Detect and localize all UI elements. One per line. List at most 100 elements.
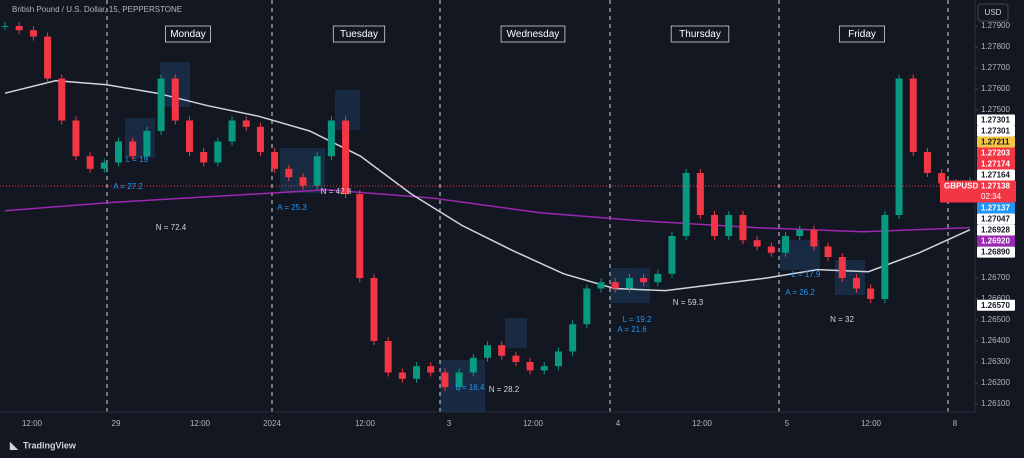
candle [682, 173, 690, 236]
candle [285, 168, 293, 178]
annotation: N = 42.8 [321, 187, 352, 196]
candle [29, 30, 37, 37]
annotation: L = 19.2 [623, 315, 652, 324]
candle [512, 355, 520, 362]
annotation: L = 17.9 [792, 270, 821, 279]
candle [895, 78, 903, 215]
price-badge [977, 246, 1015, 258]
candle [129, 141, 137, 157]
day-label: Tuesday [340, 29, 378, 40]
candle [753, 240, 761, 247]
candle [242, 120, 250, 127]
day-label-box [839, 25, 886, 43]
price-badge-label: 1.27137 [981, 204, 1010, 213]
price-badge-label: 1.26570 [981, 301, 1010, 310]
box [505, 318, 527, 348]
day-label-box [670, 25, 730, 43]
logo-icon: ◣ [9, 441, 19, 452]
candle [881, 215, 889, 299]
candle [342, 120, 350, 194]
day-label: Thursday [679, 29, 721, 40]
price-tick-label: 1.26100 [981, 399, 1010, 408]
candle [498, 345, 506, 356]
candle [554, 351, 562, 367]
price-badge [977, 213, 1015, 225]
price-tick-label: 1.27900 [981, 21, 1010, 30]
time-tick-label: 12:00 [692, 419, 713, 428]
candle [540, 366, 548, 371]
candle [938, 173, 946, 184]
ma-slow-line [4, 79, 971, 292]
price-tick-label: 1.26300 [981, 357, 1010, 366]
footer-logo[interactable]: TradingView [23, 440, 77, 450]
candle [739, 215, 747, 241]
price-tick-label: 1.27800 [981, 42, 1010, 51]
candle [115, 141, 123, 163]
candle [583, 288, 591, 325]
price-badge [977, 158, 1015, 170]
price-tick-label: 1.26200 [981, 378, 1010, 387]
price-badge-label: 1.27301 [981, 127, 1010, 136]
candle [767, 246, 775, 253]
price-badge [977, 147, 1015, 159]
time-tick-label: 29 [112, 419, 121, 428]
annotation: L = 16.4 [456, 383, 485, 392]
candle [455, 372, 463, 388]
symbol-title: British Pound / U.S. Dollar, 15, PEPPERS… [12, 5, 182, 14]
candle [185, 120, 193, 152]
currency-button[interactable] [977, 3, 1009, 22]
annotation: A = 21.6 [617, 325, 647, 334]
candle [200, 152, 208, 163]
time-tick-label: 12:00 [523, 419, 544, 428]
candle [299, 177, 307, 186]
day-label-box [332, 25, 386, 43]
price-badge [977, 114, 1015, 126]
time-tick-label: 12:00 [355, 419, 376, 428]
time-tick-label: 12:00 [190, 419, 211, 428]
price-badge [977, 299, 1015, 311]
candle [796, 229, 804, 236]
time-tick-label: 12:00 [22, 419, 43, 428]
annotation: A = 27.2 [113, 182, 143, 191]
price-badge [977, 169, 1015, 181]
candle [867, 288, 875, 299]
time-tick-label: 12:00 [861, 419, 882, 428]
annotation: N = 72.4 [156, 223, 187, 232]
time-tick-label: 5 [785, 419, 790, 428]
price-tick-label: 1.26600 [981, 294, 1010, 303]
price-badge [977, 125, 1015, 137]
candle [441, 372, 449, 388]
candle [597, 282, 605, 289]
candle [384, 341, 392, 373]
price-badge-label: 1.27047 [981, 215, 1010, 224]
candle [413, 366, 421, 379]
candle [526, 362, 534, 371]
candle [72, 120, 80, 157]
annotation: N = 32 [830, 315, 854, 324]
current-badge [940, 180, 1016, 203]
price-badge-label: 1.27164 [981, 171, 1010, 180]
candle [810, 229, 818, 247]
time-tick-label: 4 [616, 419, 621, 428]
candle [469, 357, 477, 373]
candle [852, 278, 860, 289]
price-badge-label: 1.26928 [981, 226, 1010, 235]
candle [143, 131, 151, 157]
annotation: A = 25.3 [277, 203, 307, 212]
candle [271, 152, 279, 169]
day-label-box [500, 25, 566, 43]
price-badge [977, 224, 1015, 236]
candle [427, 366, 435, 373]
current-symbol: GBPUSD [944, 182, 978, 191]
candle [668, 236, 676, 274]
candle [356, 194, 364, 278]
price-tick-label: 1.27500 [981, 105, 1010, 114]
time-tick-label: 2024 [263, 419, 281, 428]
currency-label[interactable]: USD [985, 8, 1002, 17]
day-label: Friday [848, 29, 876, 40]
day-label: Monday [170, 29, 206, 40]
candle [100, 162, 108, 169]
price-badge [977, 202, 1015, 214]
candle [214, 141, 222, 163]
